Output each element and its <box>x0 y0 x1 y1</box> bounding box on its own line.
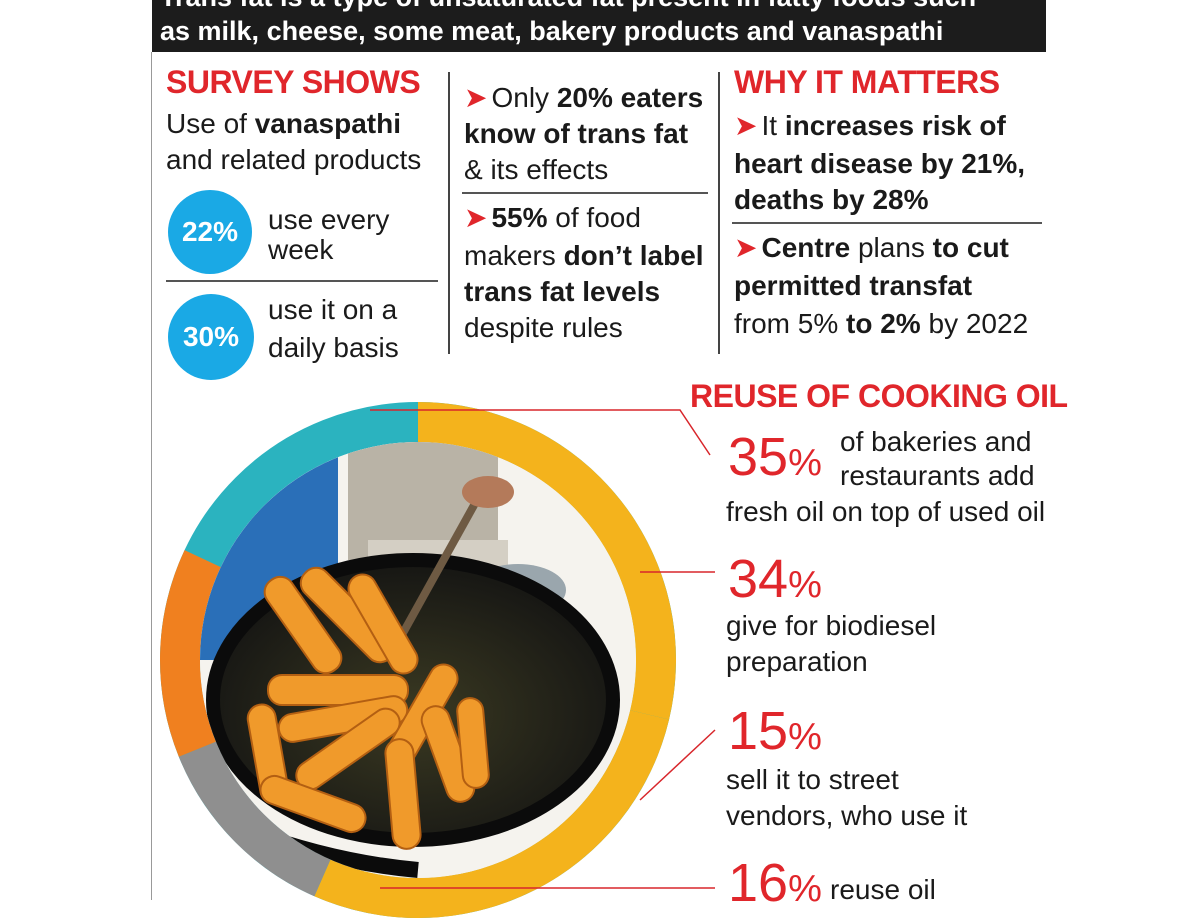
mid-p1-line-2: know of trans fat <box>464 118 689 149</box>
why-p2-line-1: ➤ Centre plans to cut <box>734 230 1009 266</box>
survey-intro-pre: Use of <box>166 108 255 139</box>
reuse-34-sign: % <box>788 564 822 606</box>
reuse-15-line-1: sell it to street <box>726 764 899 795</box>
reuse-35-sign: % <box>788 442 822 484</box>
reuse-15-num: 15 <box>728 701 789 761</box>
survey-intro-line-1: Use of vanaspathi <box>166 106 401 142</box>
why-p1-line-1: ➤ It increases risk of <box>734 108 1006 144</box>
reuse-16-num: 16 <box>728 853 789 913</box>
reuse-16-line-1: reuse oil <box>830 874 936 905</box>
stat-30-line-2: daily basis <box>268 332 399 363</box>
arrow-icon: ➤ <box>464 202 488 233</box>
survey-intro-line-2: and related products <box>166 144 422 175</box>
why-p2-post4: by 2022 <box>920 308 1029 339</box>
mid-p2-bold2: don’t label <box>563 240 704 271</box>
divider-page-left <box>151 52 152 900</box>
mid-p1-line-3: & its effects <box>464 154 609 185</box>
reuse-heading: REUSE OF COOKING OIL <box>690 378 1068 414</box>
ring-segment-34 <box>314 710 670 918</box>
reuse-34-line-1: give for biodiesel <box>726 610 937 641</box>
survey-intro-bold: vanaspathi <box>254 108 401 139</box>
divider-left <box>448 72 450 354</box>
why-p2-line-2: permitted transfat <box>734 270 973 301</box>
reuse-35-line-2: restaurants add <box>840 460 1035 491</box>
stat-22-line-1: use every <box>268 204 390 235</box>
ring-segment-15 <box>178 741 331 897</box>
leader-line-15 <box>639 729 716 801</box>
why-p2-bold2: to cut <box>932 232 1009 263</box>
intro-banner: Trans fat is a type of unsaturated fat p… <box>152 0 1046 52</box>
why-divider <box>732 222 1042 224</box>
survey-heading: SURVEY SHOWS <box>166 64 421 100</box>
why-p2-bold4: to 2% <box>846 308 921 339</box>
leader-lines <box>370 409 716 889</box>
mid-p1-pre: Only <box>491 82 557 113</box>
frying-pan-photo <box>200 442 636 878</box>
mid-p1-line-1: ➤ Only 20% eaters <box>464 80 703 116</box>
reuse-pct-15: 15% <box>728 704 822 764</box>
arrow-icon: ➤ <box>734 110 758 141</box>
reuse-pct-16: 16% <box>728 856 822 916</box>
mid-p2-line-4: despite rules <box>464 312 623 343</box>
ring-segment-35 <box>418 402 676 720</box>
reuse-16-sign: % <box>788 868 822 910</box>
ring-segment-16 <box>160 550 221 757</box>
mid-p2-rest1: of food <box>547 202 641 233</box>
why-p1-line-2: heart disease by 21%, <box>734 148 1026 179</box>
why-p2-pre4: from 5% <box>734 308 847 339</box>
stat-22-line-2: week <box>268 234 334 265</box>
mid-p2-bold1: 55% <box>491 202 548 233</box>
mid-p2-line-1: ➤ 55% of food <box>464 200 641 236</box>
mid-p2-line-2: makers don’t label <box>464 238 704 274</box>
reuse-34-line-2: preparation <box>726 646 868 677</box>
why-p1-pre: It <box>761 110 785 141</box>
reuse-35-num: 35 <box>728 427 789 487</box>
leader-line-35 <box>370 409 711 456</box>
why-p2-bold1: Centre <box>761 232 851 263</box>
arrow-icon: ➤ <box>464 82 488 113</box>
reuse-15-sign: % <box>788 716 822 758</box>
survey-divider <box>166 280 438 282</box>
why-p2-line-3: from 5% to 2% by 2022 <box>734 306 1028 342</box>
divider-right <box>718 72 720 354</box>
why-p1-line-3: deaths by 28% <box>734 184 929 215</box>
arrow-icon: ➤ <box>734 232 758 263</box>
stat-22-badge: 22% <box>168 190 252 274</box>
banner-line-1: Trans fat is a type of unsaturated fat p… <box>160 0 976 13</box>
reuse-35-line-1: of bakeries and <box>840 426 1032 457</box>
why-p2-mid1: plans <box>850 232 933 263</box>
stat-30-line-1: use it on a <box>268 294 398 325</box>
banner-line-2: as milk, cheese, some meat, bakery produ… <box>160 16 944 46</box>
stat-30-badge: 30% <box>168 294 254 380</box>
reuse-35-line-3: fresh oil on top of used oil <box>726 496 1046 527</box>
reuse-pct-34: 34% <box>728 552 822 612</box>
mid-p2-pre2: makers <box>464 240 564 271</box>
reuse-34-num: 34 <box>728 549 789 609</box>
why-p1-bold1: increases risk of <box>784 110 1006 141</box>
why-heading: WHY IT MATTERS <box>734 64 1000 100</box>
mid-p1-bold1: 20% eaters <box>556 82 704 113</box>
reuse-15-line-2: vendors, who use it <box>726 800 968 831</box>
reuse-pct-35: 35% <box>728 430 822 490</box>
mid-divider <box>462 192 708 194</box>
mid-p2-line-3: trans fat levels <box>464 276 661 307</box>
reuse-ring-chart <box>160 402 676 918</box>
